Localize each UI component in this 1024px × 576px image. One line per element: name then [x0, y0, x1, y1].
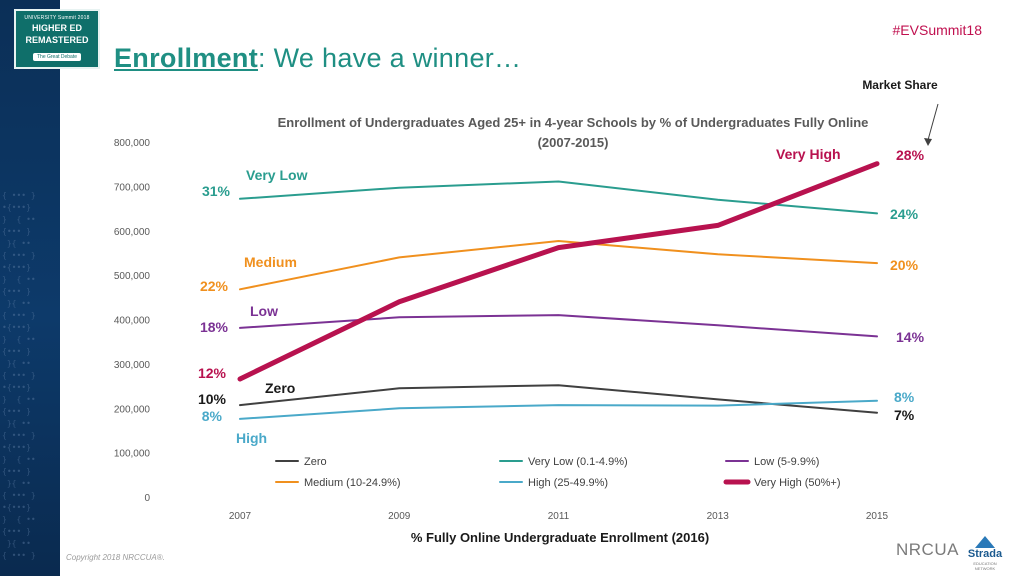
- series-line: [239, 384, 878, 414]
- market-share-arrowhead: [924, 138, 932, 146]
- y-tick-label: 500,000: [114, 271, 151, 282]
- x-tick-label: 2009: [388, 511, 411, 522]
- series-end-share: 14%: [896, 329, 925, 345]
- hashtag: #EVSummit18: [892, 22, 982, 38]
- left-decorative-band: { ••• } •{•••} } { •• {••• } }{ •• { •••…: [0, 0, 60, 576]
- series-line: [239, 314, 878, 338]
- market-share-label: Market Share: [862, 78, 938, 92]
- legend-label: Very Low (0.1-4.9%): [528, 456, 628, 468]
- summit-logo: UNIVERSITY Summit 2018 HIGHER ED REMASTE…: [14, 9, 100, 69]
- series-start-share: 22%: [200, 278, 229, 294]
- x-tick-label: 2013: [707, 511, 730, 522]
- y-tick-label: 600,000: [114, 227, 151, 238]
- nrccua-logo: NRCUA: [896, 540, 959, 559]
- copyright-text: Copyright 2018 NRCCUA®.: [66, 553, 165, 562]
- decorative-code-pattern: { ••• } •{•••} } { •• {••• } }{ •• { •••…: [2, 191, 36, 560]
- series-name-label: Medium: [244, 254, 297, 270]
- legend-label: Low (5-9.9%): [754, 456, 819, 468]
- series-line: [237, 161, 880, 382]
- y-tick-label: 800,000: [114, 138, 151, 149]
- slide-title-rest: We have a winner…: [265, 43, 522, 73]
- y-tick-label: 700,000: [114, 182, 151, 193]
- strada-logo: Strada EDUCATION NETWORK: [963, 536, 1007, 571]
- chart-title: Enrollment of Undergraduates Aged 25+ in…: [278, 115, 869, 130]
- y-tick-label: 300,000: [114, 360, 151, 371]
- series-end-share: 7%: [894, 407, 915, 423]
- y-tick-label: 400,000: [114, 316, 151, 327]
- x-axis-label: % Fully Online Undergraduate Enrollment …: [411, 530, 709, 545]
- series-start-share: 12%: [198, 365, 227, 381]
- series-line: [239, 180, 878, 215]
- legend-label: Medium (10-24.9%): [304, 477, 401, 489]
- chart-subtitle: (2007-2015): [538, 135, 609, 150]
- series-line: [239, 399, 878, 420]
- slide-title: Enrollment: We have a winner…: [114, 43, 522, 73]
- series-line: [239, 240, 878, 291]
- series-name-label: High: [236, 430, 267, 446]
- logo-line-1: UNIVERSITY Summit 2018: [24, 15, 90, 21]
- series-end-share: 24%: [890, 206, 919, 222]
- x-tick-label: 2015: [866, 511, 889, 522]
- logo-line-2: HIGHER ED: [31, 23, 82, 33]
- series-name-label: Very High: [776, 146, 841, 162]
- series-end-share: 28%: [896, 147, 925, 163]
- series-end-share: 20%: [890, 257, 919, 273]
- y-tick-label: 200,000: [114, 404, 151, 415]
- series-start-share: 8%: [202, 408, 223, 424]
- y-tick-label: 0: [144, 493, 150, 504]
- y-tick-label: 100,000: [114, 449, 151, 460]
- series-name-label: Zero: [265, 380, 295, 396]
- series-start-share: 31%: [202, 183, 231, 199]
- legend-label: Very High (50%+): [754, 477, 841, 489]
- legend-label: Zero: [304, 456, 327, 468]
- x-tick-label: 2011: [548, 511, 570, 522]
- slide-title-keyword: Enrollment: [114, 43, 259, 73]
- logo-line-4: The Great Debate: [32, 53, 82, 61]
- strada-subtitle: EDUCATION NETWORK: [973, 561, 997, 571]
- x-tick-label: 2007: [229, 511, 252, 522]
- market-share-arrow: [927, 103, 939, 141]
- series-start-share: 10%: [198, 391, 227, 407]
- series-end-share: 8%: [894, 389, 915, 405]
- series-start-share: 18%: [200, 319, 229, 335]
- series-name-label: Low: [250, 303, 278, 319]
- logo-line-3: REMASTERED: [25, 35, 89, 45]
- series-name-label: Very Low: [246, 167, 308, 183]
- strada-mark-icon: [975, 536, 995, 548]
- legend-label: High (25-49.9%): [528, 477, 608, 489]
- strada-wordmark: Strada: [967, 548, 1003, 560]
